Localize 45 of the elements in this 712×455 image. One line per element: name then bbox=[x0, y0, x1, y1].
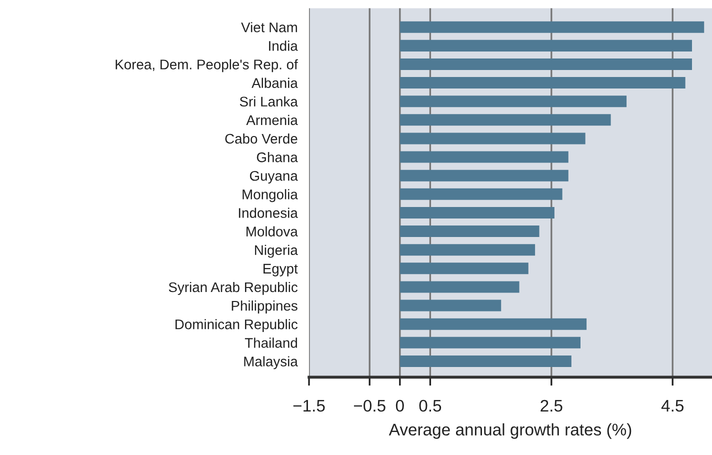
y-tick-label: Philippines bbox=[232, 300, 298, 314]
y-tick-label: Nigeria bbox=[255, 244, 298, 258]
x-tick-label: 4.5 bbox=[661, 400, 684, 412]
x-axis-title: Average annual growth rates (%) bbox=[388, 423, 632, 439]
bar bbox=[400, 21, 704, 33]
x-tick-label: 0 bbox=[396, 400, 404, 412]
bar bbox=[400, 77, 686, 89]
bar bbox=[400, 132, 586, 144]
bar bbox=[400, 188, 562, 200]
x-tick-label: −0.5 bbox=[354, 400, 386, 412]
x-tick-label: −1.5 bbox=[293, 400, 325, 412]
y-tick-label: Malaysia bbox=[244, 356, 298, 370]
bar bbox=[400, 244, 536, 256]
y-tick-label: Guyana bbox=[250, 170, 298, 184]
y-tick-label: Syrian Arab Republic bbox=[168, 282, 298, 295]
x-tick-label: 2.5 bbox=[540, 400, 562, 412]
bar bbox=[400, 226, 540, 238]
bar bbox=[400, 300, 502, 312]
bar bbox=[400, 281, 520, 293]
y-tick-label: Mongolia bbox=[242, 189, 298, 202]
bar bbox=[400, 206, 554, 218]
y-tick-label: Sri Lanka bbox=[240, 96, 298, 107]
y-tick-label: Indonesia bbox=[238, 208, 298, 218]
y-tick-label: Albania bbox=[252, 78, 298, 88]
y-tick-label: Dominican Republic bbox=[176, 319, 298, 332]
bar bbox=[400, 318, 587, 330]
bar bbox=[400, 355, 572, 367]
y-tick-label: Viet Nam bbox=[241, 22, 297, 32]
bar bbox=[400, 114, 611, 126]
y-tick-label: Moldova bbox=[246, 226, 298, 236]
y-tick-label: Korea, Dem. People's Rep. of bbox=[116, 59, 298, 72]
bar bbox=[400, 96, 627, 108]
y-tick-label: Thailand bbox=[244, 338, 298, 348]
bar bbox=[400, 262, 528, 274]
y-tick-label: Armenia bbox=[246, 114, 298, 126]
bar bbox=[400, 151, 568, 163]
y-tick-label: Cabo Verde bbox=[225, 133, 298, 144]
bar bbox=[400, 58, 692, 70]
bar bbox=[400, 170, 568, 182]
y-tick-label: Egypt bbox=[264, 264, 298, 276]
bar bbox=[400, 40, 692, 52]
x-tick-label: 0.5 bbox=[419, 400, 442, 412]
y-tick-label: Ghana bbox=[256, 152, 298, 162]
y-tick-label: India bbox=[269, 40, 298, 51]
bar bbox=[400, 336, 580, 348]
